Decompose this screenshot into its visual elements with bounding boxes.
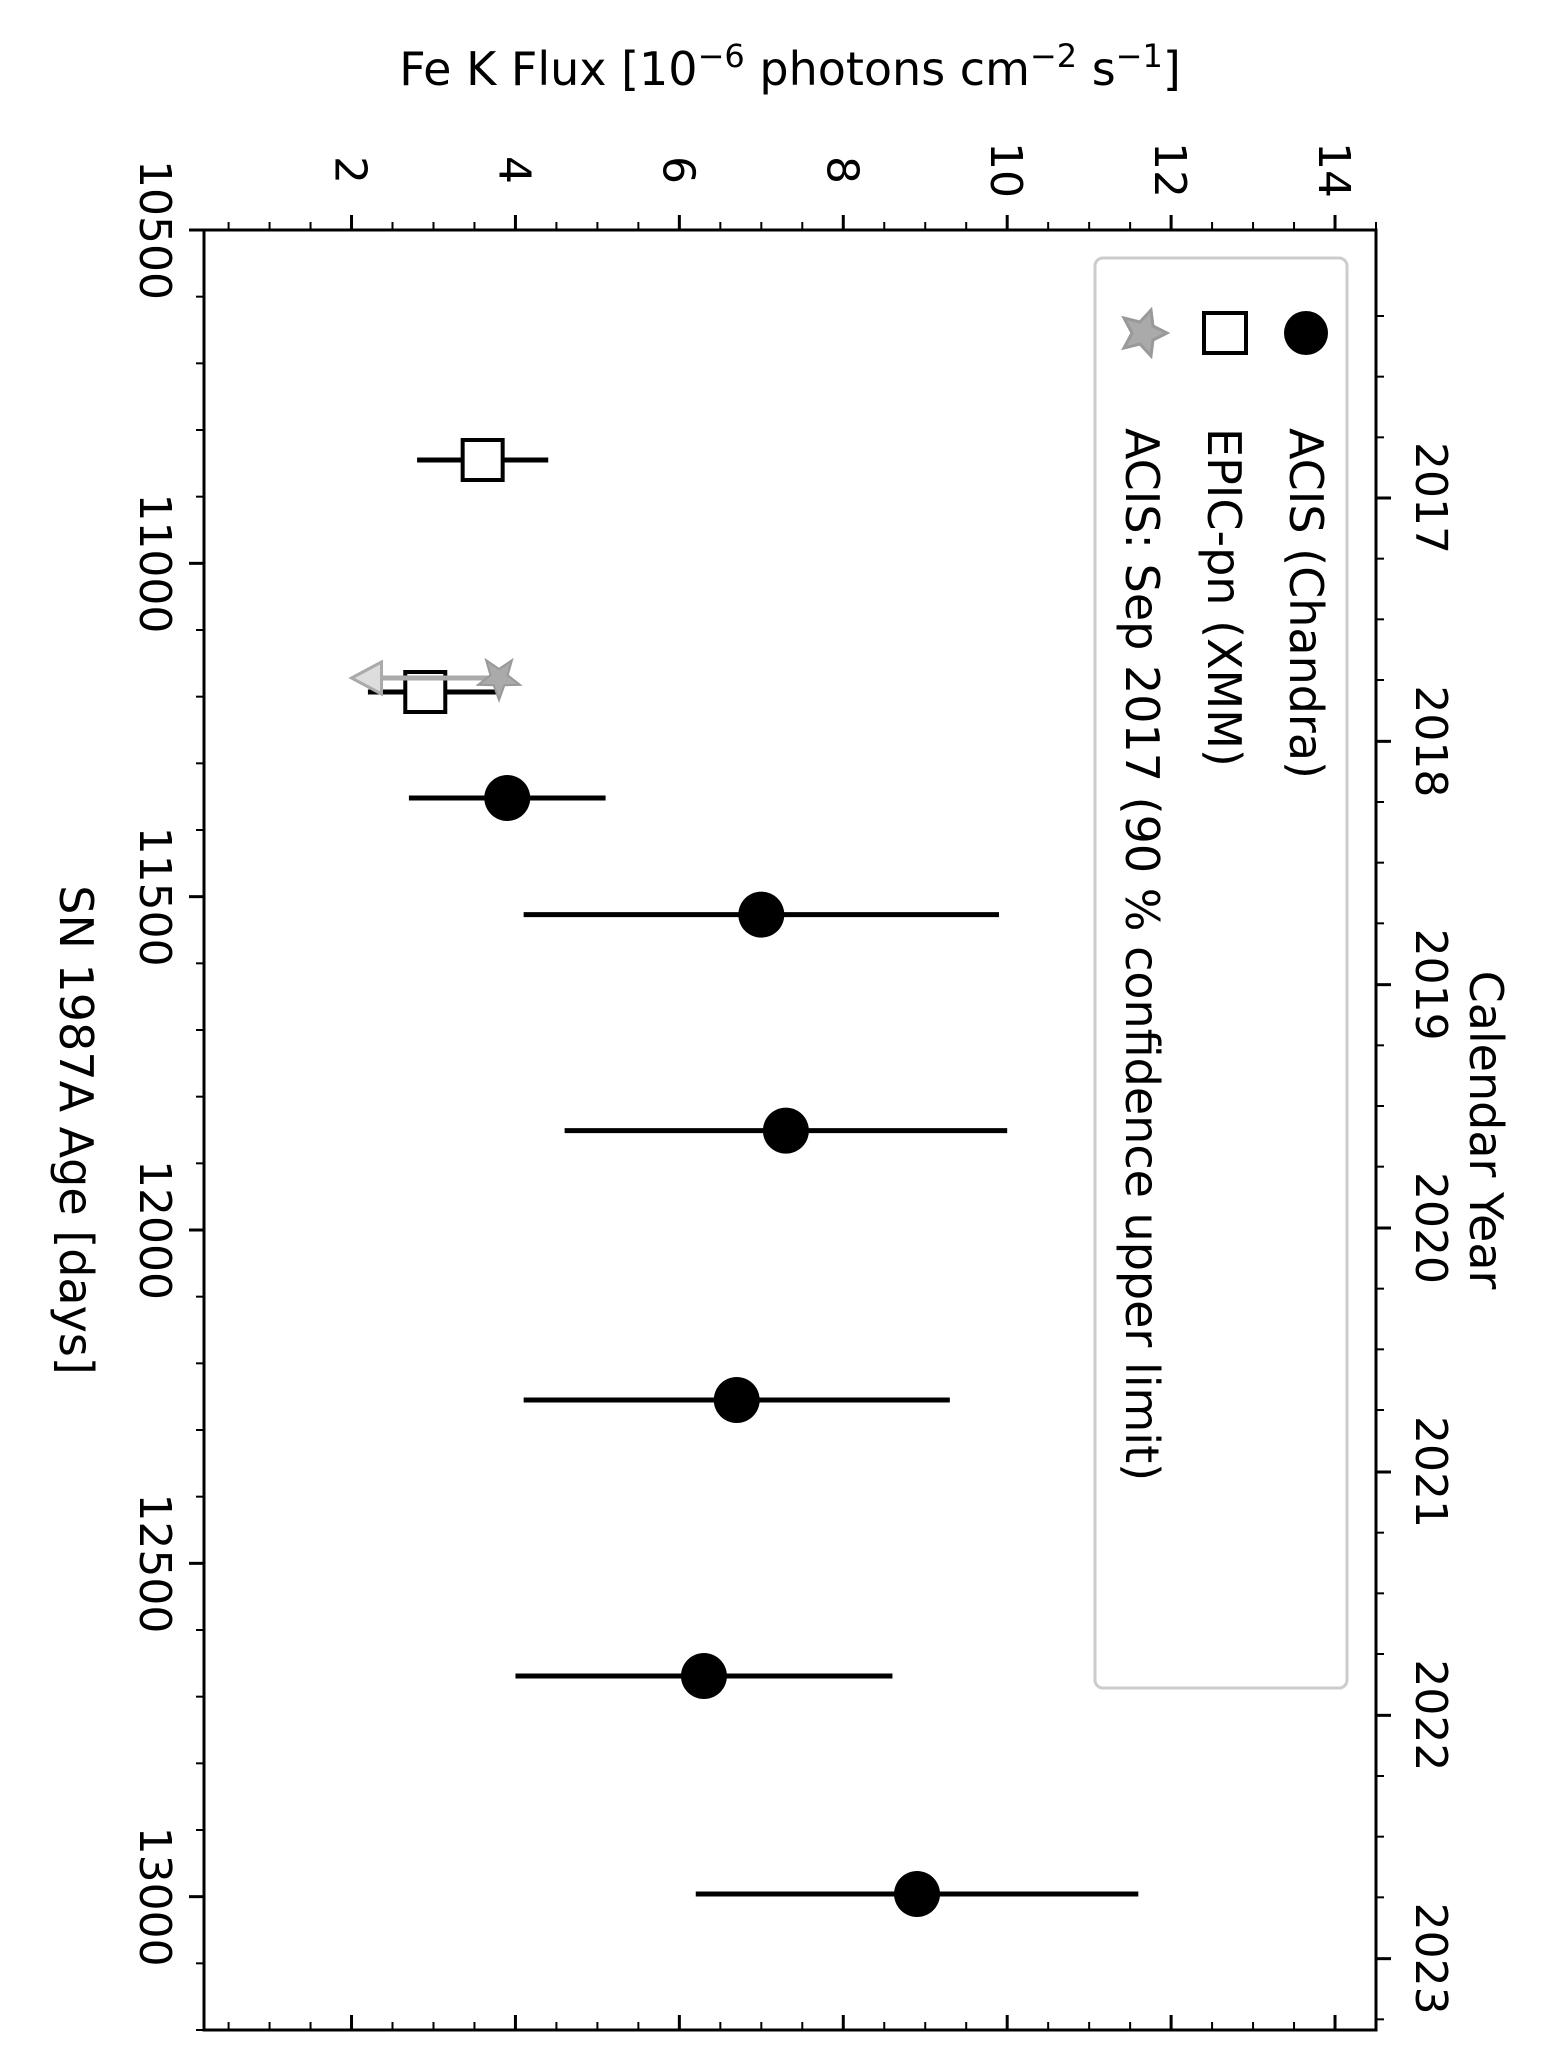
x-tick-label: 11500: [129, 827, 180, 967]
y-tick-label: 4: [488, 156, 539, 184]
legend: ACIS (Chandra) EPIC-pn (XMM) ACIS: Sep 2…: [1093, 256, 1349, 1690]
legend-epic-label: EPIC-pn (XMM): [1197, 428, 1251, 767]
y-tick-label: 12: [1144, 142, 1195, 198]
y-tick-label: 2: [325, 156, 376, 184]
legend-epic-marker: [1202, 311, 1248, 355]
plot-frame: [202, 228, 1378, 2032]
y-axis-title: Fe K Flux [10−6 photons cm−2 s−1]: [399, 37, 1181, 96]
year-tick-label: 2023: [1405, 1903, 1456, 2015]
legend-acis-label: ACIS (Chandra): [1279, 428, 1333, 779]
year-tick-label: 2022: [1405, 1659, 1456, 1771]
y-tick-label: 8: [816, 156, 867, 184]
acis-point: [894, 1871, 941, 1917]
legend-limit-label: ACIS: Sep 2017 (90 % confidence upper li…: [1115, 428, 1169, 1481]
upper-limit-star: [475, 657, 523, 703]
secondary-axis-title: Calendar Year: [1459, 971, 1513, 1290]
legend-star-marker: [1121, 306, 1171, 360]
acis-point: [738, 891, 785, 938]
acis-point: [484, 775, 531, 821]
year-tick-label: 2017: [1405, 442, 1456, 554]
acis-point: [680, 1653, 727, 1699]
epic-point: [460, 438, 505, 482]
x-axis-title: SN 1987A Age [days]: [49, 885, 103, 1374]
legend-box: [1093, 256, 1349, 1690]
y-tick-label: 14: [1308, 142, 1359, 198]
acis-point: [762, 1107, 809, 1154]
x-tick-label: 12000: [129, 1160, 180, 1300]
x-tick-label: 13000: [129, 1827, 180, 1967]
x-tick-label: 11000: [129, 493, 180, 633]
y-tick-label: 6: [652, 156, 703, 184]
year-tick-label: 2018: [1405, 685, 1456, 797]
year-tick-label: 2020: [1405, 1172, 1456, 1284]
upper-limit-arrow-head: [348, 659, 384, 697]
x-tick-label: 10500: [129, 160, 180, 300]
legend-acis-marker: [1284, 311, 1328, 355]
y-tick-label: 10: [980, 142, 1031, 198]
x-tick-label: 12500: [129, 1493, 180, 1633]
year-tick-label: 2019: [1405, 929, 1456, 1041]
acis-point: [713, 1377, 760, 1423]
year-tick-label: 2021: [1405, 1416, 1456, 1528]
